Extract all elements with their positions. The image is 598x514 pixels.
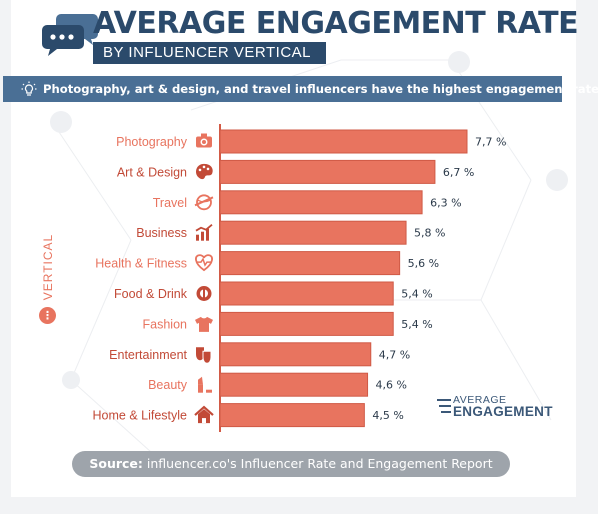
info-dots-icon: ⋮ [39, 307, 56, 324]
bar-photography [219, 129, 468, 154]
globe-plane-icon [194, 194, 214, 211]
palette-icon [196, 163, 213, 180]
data-label: 7,7 % [475, 136, 506, 149]
bar-fashion [219, 311, 394, 336]
heartbeat-icon [195, 254, 213, 272]
bar-business [219, 220, 407, 245]
category-label: Travel [153, 196, 187, 210]
data-label: 4,5 % [372, 409, 403, 422]
chat-bubbles-logo-icon [42, 14, 98, 56]
brand-logo: AVERAGE ENGAGEMENT [437, 394, 552, 420]
bar-home-lifestyle [219, 403, 365, 428]
y-axis-label: VERTICAL ⋮ [38, 212, 58, 324]
data-label: 5,8 % [414, 227, 445, 240]
house-icon [194, 405, 214, 424]
insight-banner: Photography, art & design, and travel in… [3, 76, 598, 102]
data-label: 5,4 % [401, 318, 432, 331]
category-label: Beauty [148, 378, 188, 392]
bar-art-design [219, 159, 436, 184]
brand-line-2: ENGAGEMENT [453, 404, 553, 419]
bar-travel [219, 190, 423, 215]
category-label: Home & Lifestyle [93, 409, 188, 423]
bar-beauty [219, 372, 369, 397]
chart-title: AVERAGE ENGAGEMENT RATE [93, 6, 579, 41]
bar-entertainment [219, 342, 372, 367]
source-text: influencer.co's Influencer Rate and Enga… [146, 456, 493, 471]
category-label: Fashion [143, 317, 188, 331]
category-label: Food & Drink [114, 287, 188, 301]
data-label: 4,6 % [376, 379, 407, 392]
data-label: 6,3 % [430, 196, 461, 209]
theater-masks-icon [196, 347, 212, 364]
category-label: Art & Design [117, 165, 187, 179]
category-label: Photography [116, 135, 188, 149]
plate-cutlery-icon [196, 286, 212, 301]
lightbulb-icon [21, 81, 37, 96]
category-label: Health & Fitness [95, 257, 187, 271]
data-label: 5,6 % [408, 257, 439, 270]
chart-up-icon [195, 224, 213, 241]
source-label: Source: [89, 456, 143, 471]
brand-stripes-icon [437, 399, 451, 413]
tshirt-icon [195, 316, 213, 332]
data-label: 5,4 % [401, 288, 432, 301]
bar-health-fitness [219, 251, 401, 276]
category-label: Entertainment [109, 348, 187, 362]
camera-icon [196, 133, 212, 148]
bar-food-drink [219, 281, 394, 306]
lipstick-icon [198, 376, 212, 393]
banner-text: Photography, art & design, and travel in… [43, 82, 598, 96]
source-note: Source: influencer.co's Influencer Rate … [72, 451, 510, 477]
data-label: 4,7 % [379, 348, 410, 361]
brand-line-1: AVERAGE [453, 394, 507, 406]
category-label: Business [136, 226, 187, 240]
data-label: 6,7 % [443, 166, 474, 179]
chart-subtitle: BY INFLUENCER VERTICAL [93, 42, 326, 64]
